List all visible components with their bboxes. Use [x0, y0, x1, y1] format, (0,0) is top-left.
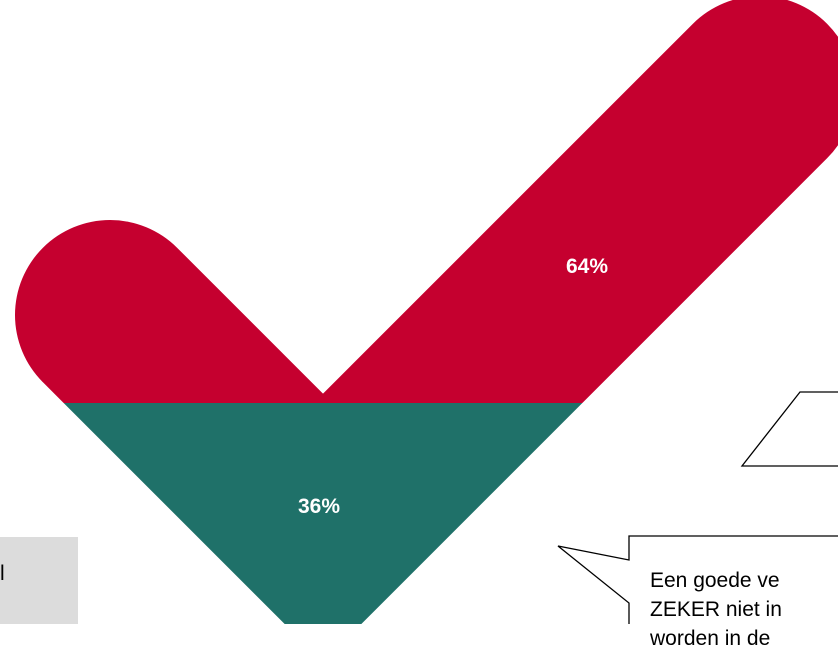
checkmark-segment-64 [15, 0, 838, 403]
label-64-percent: 64% [566, 255, 608, 278]
label-36-percent: 36% [298, 495, 340, 518]
checkmark-chart: 64% 36% [15, 0, 838, 624]
side-panel-text: l [0, 562, 5, 585]
callout-text: Een goede ve ZEKER niet in worden in de [650, 566, 838, 653]
callout-line: Een goede ve [650, 569, 780, 592]
checkmark-segment-36 [63, 403, 583, 624]
callout-line: ZEKER niet in [650, 598, 782, 621]
side-panel: l [0, 537, 78, 624]
speech-bubble-lower [557, 535, 838, 624]
callout-line: worden in de [650, 627, 771, 650]
speech-bubble-tail-upper [740, 391, 838, 467]
